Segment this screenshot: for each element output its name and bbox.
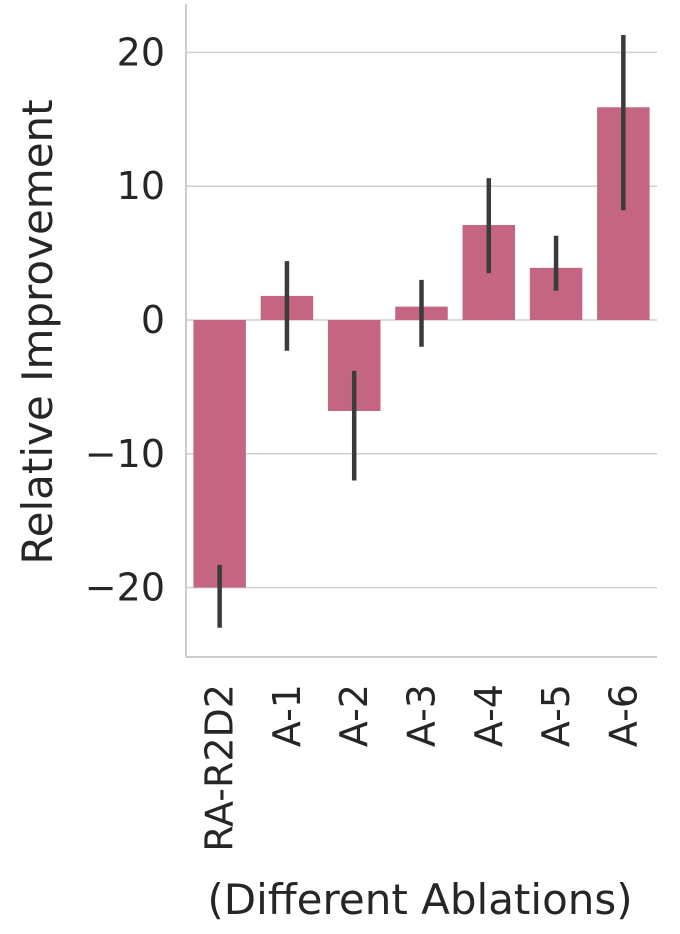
y-tick-label: 20 <box>117 30 165 74</box>
y-tick-label: 0 <box>141 298 165 342</box>
error-bars <box>217 35 626 628</box>
x-tick-label: A-5 <box>534 684 578 747</box>
y-tick-labels: 20 10 0 −10 −20 <box>85 30 165 609</box>
x-tick-label: A-6 <box>601 684 645 747</box>
y-tick-label: −10 <box>85 432 165 476</box>
x-tick-label: A-1 <box>265 684 309 747</box>
x-tick-label: A-4 <box>467 684 511 747</box>
y-tick-label: −20 <box>85 566 165 610</box>
x-tick-label: A-3 <box>400 684 444 747</box>
bars <box>193 107 650 588</box>
x-tick-label: A-2 <box>332 684 376 747</box>
x-axis-title: (Different Ablations) <box>207 875 632 924</box>
axes <box>185 4 657 658</box>
bar <box>193 320 246 588</box>
x-tick-label: RA-R2D2 <box>198 684 242 852</box>
y-tick-label: 10 <box>117 164 165 208</box>
y-axis-title: Relative Improvement <box>13 99 62 564</box>
x-tick-labels: RA-R2D2 A-1 A-2 A-3 A-4 A-5 A-6 <box>198 684 646 852</box>
